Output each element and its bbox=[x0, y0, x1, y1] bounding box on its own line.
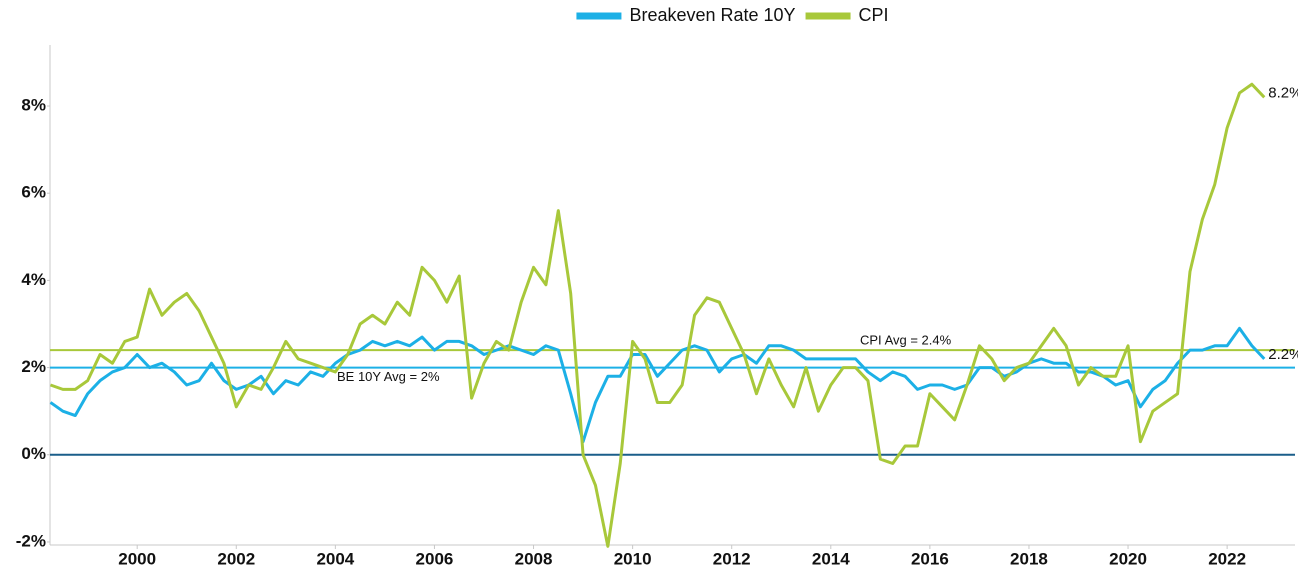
x-tick-label: 2000 bbox=[118, 549, 156, 568]
x-tick-label: 2002 bbox=[217, 549, 255, 568]
series-line bbox=[50, 82, 1266, 548]
x-tick-label: 2014 bbox=[812, 549, 850, 568]
y-tick-label: 8% bbox=[21, 96, 46, 115]
end-label: 8.2% bbox=[1268, 84, 1298, 101]
x-tick-label: 2006 bbox=[416, 549, 454, 568]
reference-label: CPI Avg = 2.4% bbox=[860, 333, 952, 348]
end-label: 2.2% bbox=[1268, 346, 1298, 363]
y-tick-label: -2% bbox=[16, 531, 46, 550]
legend-label: CPI bbox=[859, 5, 889, 25]
x-tick-label: 2020 bbox=[1109, 549, 1147, 568]
x-tick-label: 2022 bbox=[1208, 549, 1246, 568]
x-tick-label: 2010 bbox=[614, 549, 652, 568]
y-tick-label: 4% bbox=[21, 270, 46, 289]
x-tick-label: 2012 bbox=[713, 549, 751, 568]
y-tick-label: 6% bbox=[21, 183, 46, 202]
legend-label: Breakeven Rate 10Y bbox=[629, 5, 795, 25]
x-tick-label: 2016 bbox=[911, 549, 949, 568]
y-tick-label: 2% bbox=[21, 357, 46, 376]
reference-label: BE 10Y Avg = 2% bbox=[337, 369, 440, 384]
x-tick-label: 2008 bbox=[515, 549, 553, 568]
series-line bbox=[49, 326, 1266, 444]
y-tick-label: 0% bbox=[21, 444, 46, 463]
x-tick-label: 2018 bbox=[1010, 549, 1048, 568]
x-tick-label: 2004 bbox=[316, 549, 354, 568]
